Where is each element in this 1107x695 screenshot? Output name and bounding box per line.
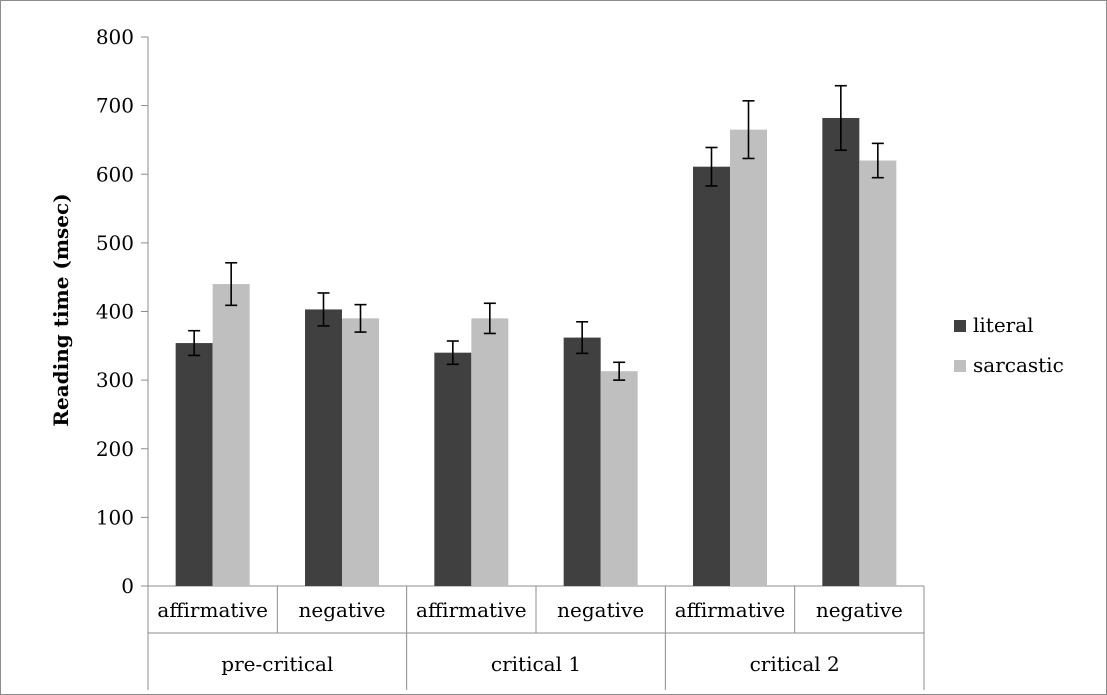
category-label: affirmative: [416, 598, 527, 622]
y-tick-label: 100: [96, 505, 134, 529]
group-label: pre-critical: [221, 652, 333, 676]
category-label: negative: [816, 598, 903, 622]
category-label: affirmative: [675, 598, 786, 622]
y-tick-label: 700: [96, 94, 134, 118]
bar-sarcastic: [471, 318, 509, 586]
bar-sarcastic: [342, 318, 379, 586]
category-label: negative: [298, 598, 385, 622]
category-label: negative: [557, 598, 644, 622]
legend-label-literal: literal: [973, 313, 1034, 337]
y-tick-label: 300: [96, 368, 134, 392]
group-label: critical 2: [750, 652, 840, 676]
legend-swatch-sarcastic: [954, 360, 966, 372]
bar-literal: [563, 337, 601, 586]
y-tick-label: 200: [96, 437, 134, 461]
legend-swatch-literal: [954, 320, 966, 332]
y-tick-label: 500: [96, 231, 134, 255]
bar-literal: [434, 352, 472, 586]
category-label: affirmative: [157, 598, 268, 622]
y-axis-title: Reading time (msec): [49, 193, 73, 426]
bar-sarcastic: [212, 284, 250, 586]
y-tick-label: 600: [96, 162, 134, 186]
bar-literal: [822, 117, 860, 586]
y-tick-label: 0: [121, 574, 134, 598]
bar-sarcastic: [859, 160, 897, 586]
bar-literal: [305, 309, 342, 586]
bar-literal: [693, 166, 730, 587]
y-tick-label: 800: [96, 25, 134, 49]
bar-sarcastic: [600, 371, 638, 586]
y-tick-label: 400: [96, 300, 134, 324]
bar-sarcastic: [730, 129, 767, 587]
bar-literal: [175, 343, 213, 586]
group-label: critical 1: [491, 652, 581, 676]
legend-label-sarcastic: sarcastic: [973, 353, 1064, 377]
